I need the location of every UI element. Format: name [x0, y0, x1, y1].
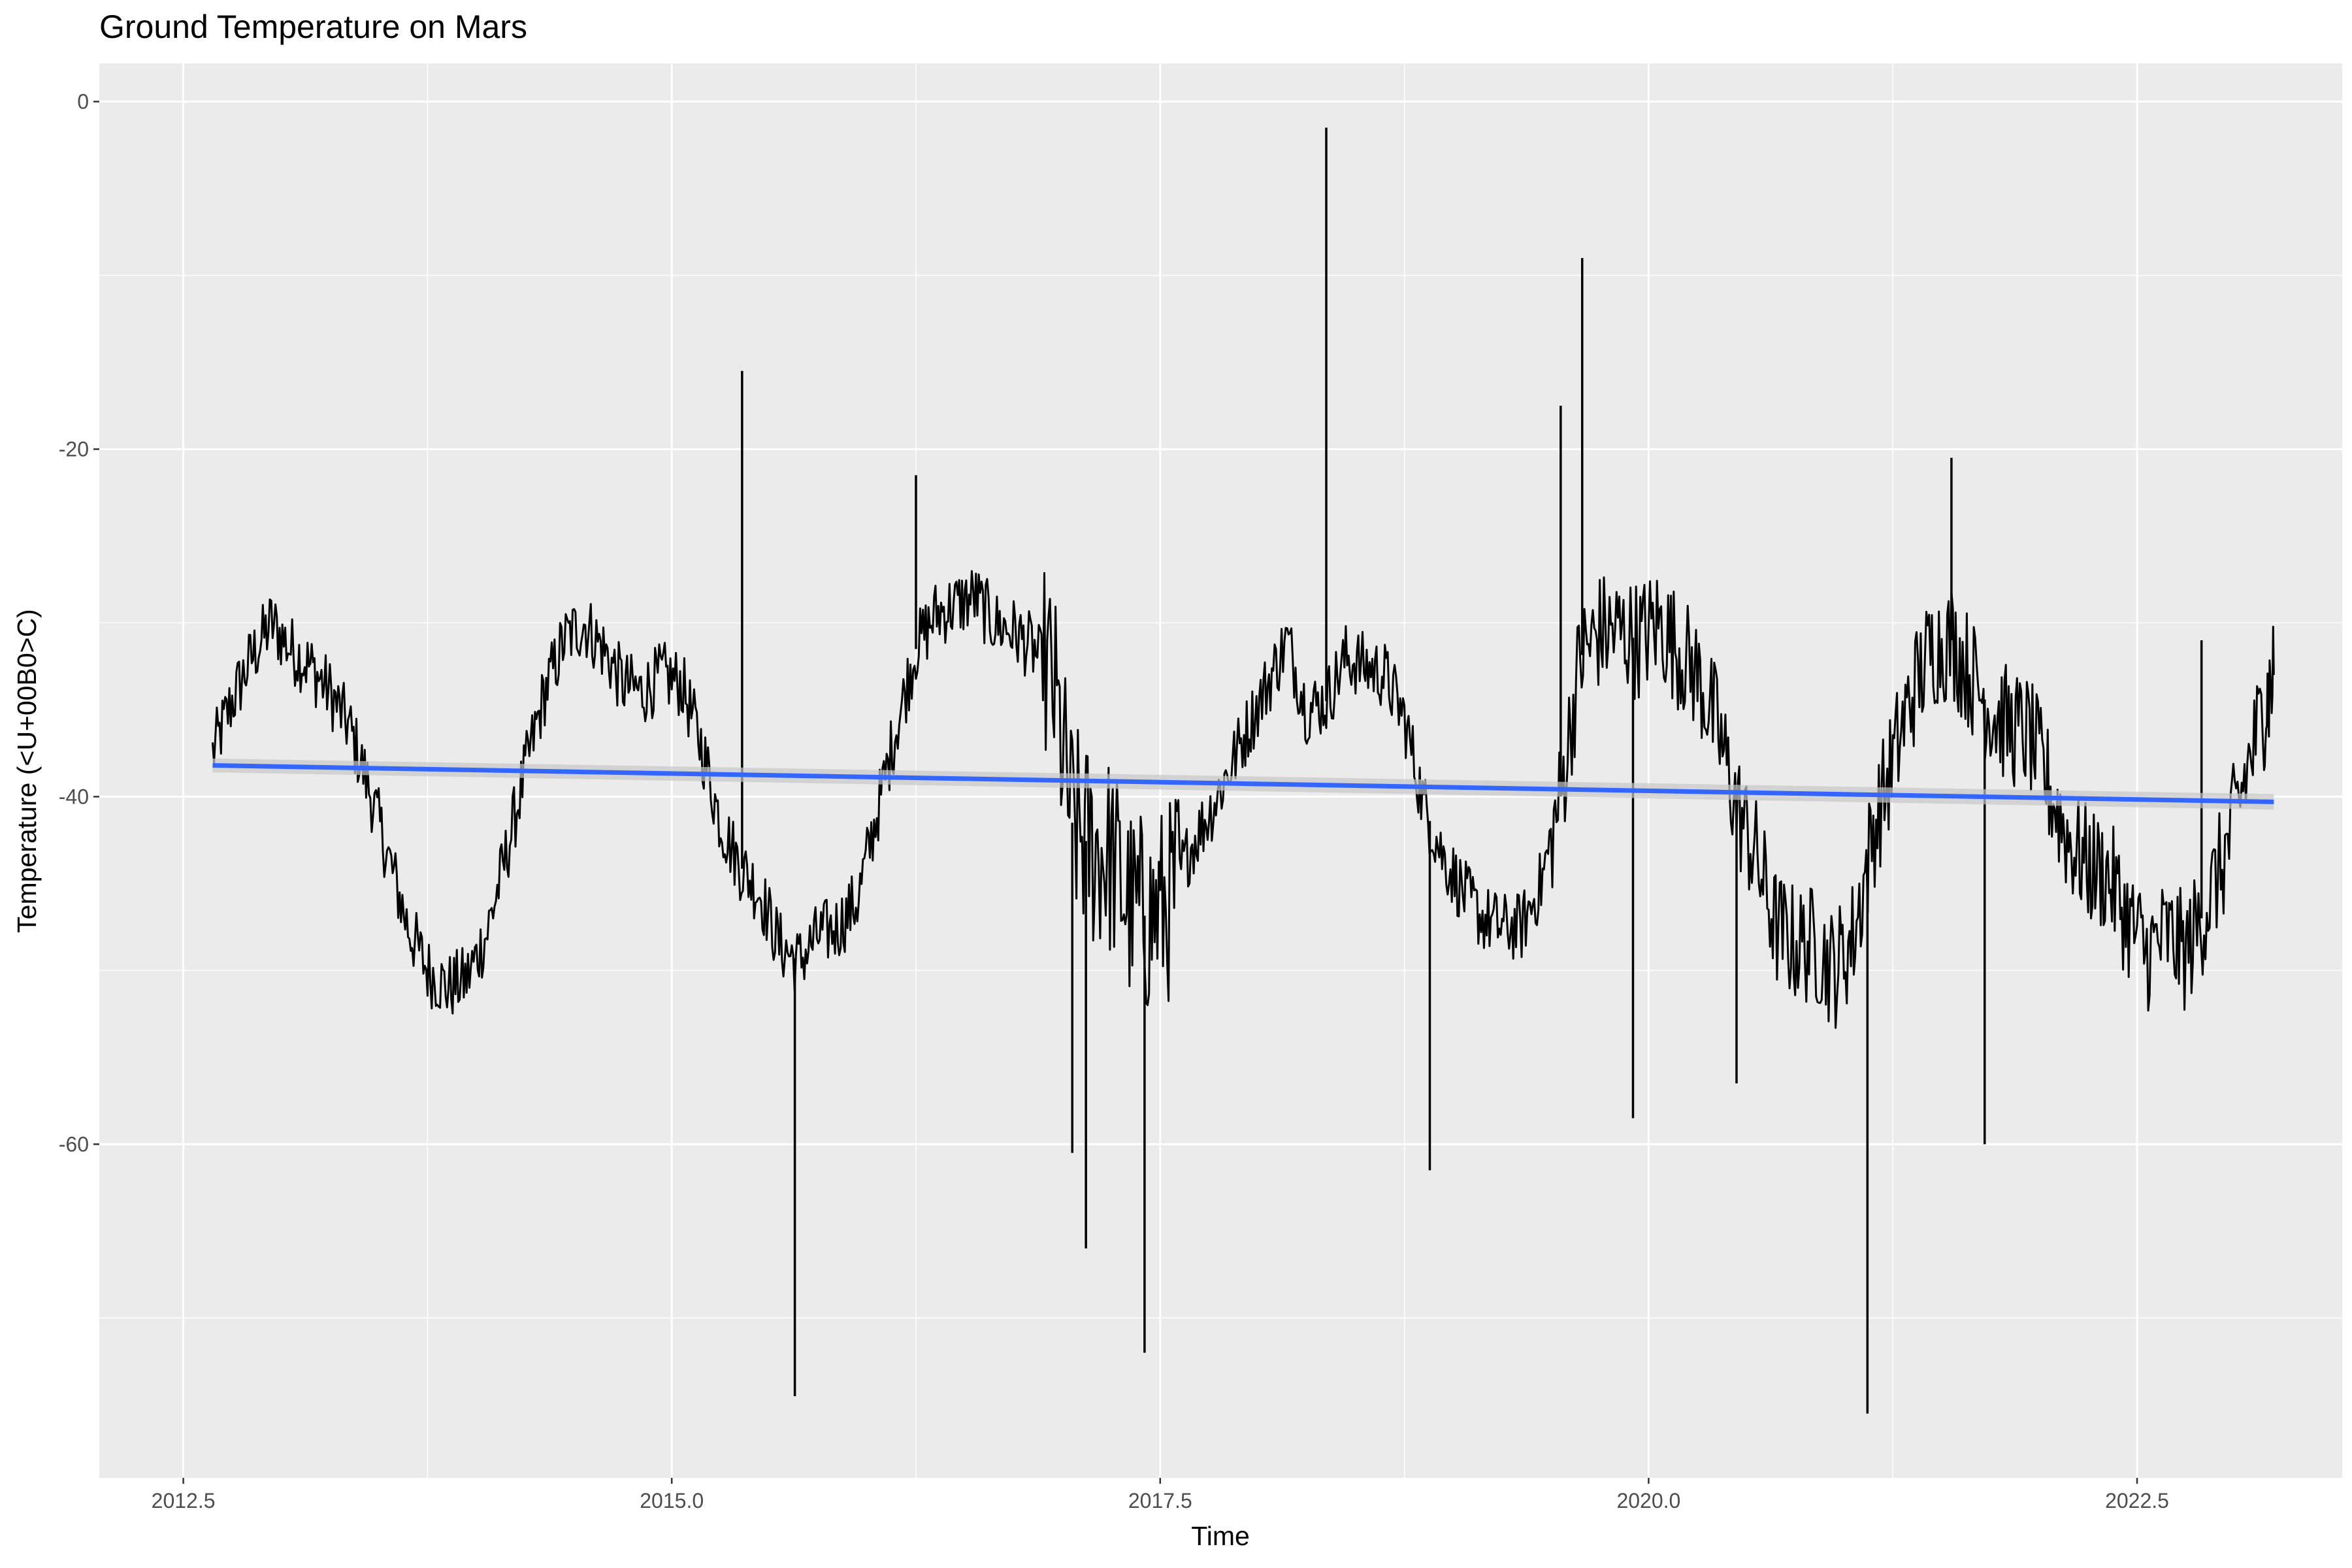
y-axis-title: Temperature (<U+00B0>C): [12, 609, 42, 933]
data-layer: [211, 127, 2275, 1414]
chart-title: Ground Temperature on Mars: [99, 8, 527, 45]
y-tick-label: -60: [59, 1132, 89, 1156]
y-tick-label: -40: [59, 785, 89, 808]
x-tick-label: 2015.0: [640, 1489, 704, 1512]
y-axis: 0 -20 -40 -60: [59, 90, 99, 1156]
x-tick-label: 2012.5: [152, 1489, 216, 1512]
x-tick-label: 2017.5: [1128, 1489, 1192, 1512]
x-tick-label: 2020.0: [1616, 1489, 1680, 1512]
x-tick-label: 2022.5: [2105, 1489, 2169, 1512]
y-tick-label: -20: [59, 437, 89, 461]
y-tick-label: 0: [77, 90, 89, 114]
trend-line: [212, 763, 2274, 804]
minor-gridlines: [99, 63, 2342, 1478]
temperature-series-line: [211, 570, 2275, 1029]
x-axis: 2012.5 2015.0 2017.5 2020.0 2022.5: [152, 1478, 2169, 1512]
x-axis-title: Time: [1191, 1521, 1250, 1551]
